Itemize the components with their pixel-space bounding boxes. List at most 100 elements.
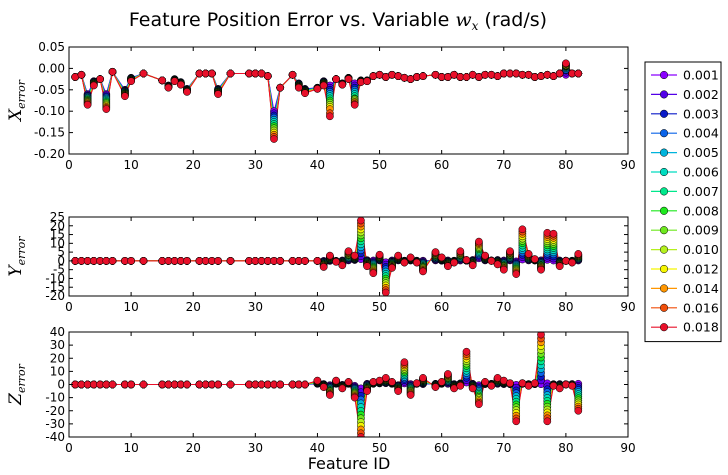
- y-tick-label: 30: [50, 338, 65, 352]
- data-point: [568, 381, 576, 390]
- data-point: [518, 225, 527, 234]
- y-tick-label: 0: [57, 254, 65, 268]
- data-point: [276, 83, 285, 92]
- y-tick-label: 25: [50, 210, 65, 224]
- data-point: [419, 267, 427, 276]
- data-point: [102, 105, 111, 113]
- data-point: [319, 263, 328, 271]
- legend-marker: [659, 90, 669, 99]
- data-point: [381, 374, 390, 382]
- data-point: [388, 70, 396, 79]
- data-point: [437, 253, 446, 262]
- data-point: [176, 80, 185, 89]
- x-tick-label: 60: [434, 300, 449, 314]
- data-point: [127, 380, 135, 389]
- data-point: [412, 258, 421, 267]
- data-point: [375, 250, 384, 259]
- data-point: [326, 112, 334, 121]
- data-point: [499, 265, 508, 274]
- plot-frame: [68, 46, 629, 155]
- data-point: [394, 387, 403, 395]
- x-tick-label: 10: [123, 158, 138, 172]
- x-tick-label: 80: [558, 158, 573, 172]
- data-point: [108, 67, 117, 76]
- data-point: [108, 380, 117, 389]
- data-point: [369, 378, 378, 386]
- x-tick-label: 10: [123, 300, 138, 314]
- y-axis-label: Yerror: [6, 236, 28, 277]
- legend-label: 0.008: [683, 203, 719, 218]
- data-point: [344, 247, 353, 256]
- data-point: [475, 400, 483, 409]
- data-point: [394, 251, 403, 260]
- data-point: [537, 265, 545, 274]
- data-point: [326, 391, 334, 399]
- legend-marker: [659, 206, 669, 215]
- data-point: [506, 247, 514, 256]
- legend-marker: [659, 323, 669, 332]
- data-point: [481, 378, 489, 386]
- data-point: [475, 237, 483, 246]
- data-point: [506, 379, 514, 388]
- plot-area: [71, 332, 583, 437]
- data-point: [350, 393, 359, 402]
- y-tick-label: -10: [45, 271, 65, 285]
- data-point: [183, 257, 191, 265]
- y-tick-label: -20: [45, 289, 65, 303]
- x-axis-label: Feature ID: [308, 454, 391, 473]
- data-point: [338, 261, 347, 270]
- data-point: [574, 250, 583, 258]
- x-tick-label: 30: [248, 158, 263, 172]
- data-point: [127, 257, 135, 265]
- data-point: [158, 76, 167, 85]
- legend-label: 0.016: [683, 300, 719, 315]
- x-tick-label: 70: [496, 441, 511, 455]
- data-point: [456, 247, 465, 256]
- x-tick-label: 0: [65, 158, 73, 172]
- data-point: [208, 69, 216, 78]
- data-point: [332, 75, 340, 83]
- x-tick-label: 70: [496, 300, 511, 314]
- data-point: [444, 370, 452, 378]
- data-point: [214, 257, 222, 265]
- data-point: [431, 383, 440, 391]
- legend-marker: [659, 245, 669, 254]
- y-tick-label: 5: [57, 245, 65, 259]
- data-point: [419, 374, 427, 382]
- legend-label: 0.004: [683, 126, 719, 141]
- y-tick-label: 20: [50, 219, 65, 233]
- data-point: [481, 251, 489, 260]
- legend-box: [644, 61, 722, 343]
- data-point: [400, 358, 409, 367]
- legend-label: 0.001: [683, 68, 719, 83]
- y-tick-label: -5: [53, 263, 65, 277]
- x-tick-label: 0: [65, 300, 73, 314]
- y-tick-label: 0.05: [38, 40, 65, 54]
- data-point: [344, 75, 353, 83]
- x-tick-label: 90: [620, 158, 635, 172]
- data-point: [313, 85, 322, 93]
- legend-label: 0.010: [683, 242, 719, 257]
- x-tick-label: 50: [372, 300, 387, 314]
- data-point: [444, 262, 452, 271]
- x-tick-label: 50: [372, 158, 387, 172]
- legend-label: 0.002: [683, 87, 719, 102]
- data-point: [89, 81, 98, 90]
- legend: 0.001 0.002 0.003 0.004 0.005 0.006 0.007 0.008…: [644, 61, 722, 343]
- y-tick-label: -0.20: [34, 147, 65, 161]
- data-point: [530, 255, 539, 263]
- y-axis-label: Xerror: [6, 79, 28, 123]
- legend-label: 0.014: [683, 281, 719, 296]
- data-point: [419, 72, 427, 80]
- chart-title: Feature Position Error vs. Variable wx (…: [129, 9, 547, 33]
- data-point: [183, 380, 191, 389]
- data-point: [381, 288, 390, 296]
- x-tick-label: 40: [310, 441, 325, 455]
- data-point: [139, 257, 148, 265]
- data-point: [487, 381, 496, 390]
- data-point: [108, 257, 117, 265]
- data-point: [276, 380, 285, 389]
- legend-label: 0.006: [683, 165, 719, 180]
- legend-marker: [659, 167, 669, 177]
